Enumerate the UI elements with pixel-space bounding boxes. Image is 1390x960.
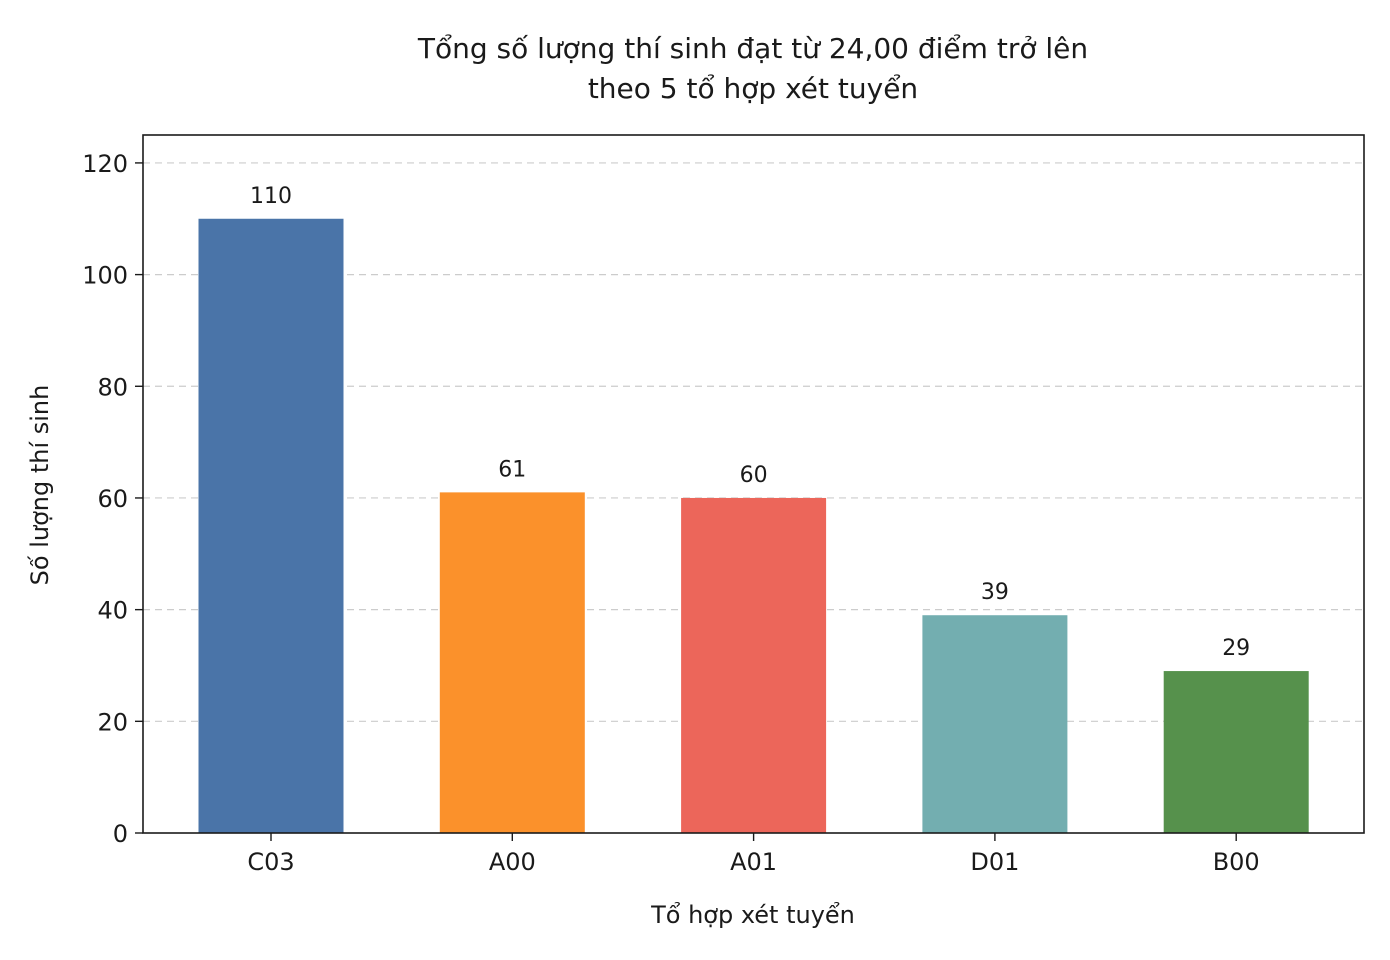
y-tick-label: 20: [97, 708, 128, 736]
data-label-a01: 60: [740, 463, 768, 488]
data-label-a00: 61: [498, 457, 526, 482]
y-axis-label: Số lượng thí sinh: [26, 385, 54, 586]
y-axis: 0 20 40 60 80 100 120: [82, 150, 143, 848]
data-label-b00: 29: [1222, 636, 1250, 661]
chart-title-line-1: Tổng số lượng thí sinh đạt từ 24,00 điểm…: [417, 32, 1088, 65]
y-tick-label: 100: [82, 262, 128, 290]
bars: 110 61 60 39 29: [198, 184, 1309, 833]
y-tick-label: 40: [97, 597, 128, 625]
x-tick-label-d01: D01: [970, 848, 1019, 876]
x-tick-label-a00: A00: [489, 848, 536, 876]
x-tick-label-b00: B00: [1213, 848, 1260, 876]
data-label-d01: 39: [981, 580, 1009, 605]
data-label-c03: 110: [250, 184, 292, 209]
bar-d01: [922, 615, 1068, 833]
x-tick-label-a01: A01: [730, 848, 777, 876]
y-tick-label: 60: [97, 485, 128, 513]
chart-title-line-2: theo 5 tổ hợp xét tuyển: [588, 72, 918, 105]
y-tick-label: 120: [82, 150, 128, 178]
x-tick-label-c03: C03: [247, 848, 294, 876]
bar-b00: [1163, 671, 1309, 833]
chart-title: Tổng số lượng thí sinh đạt từ 24,00 điểm…: [417, 32, 1088, 105]
y-tick-label: 0: [113, 820, 128, 848]
y-tick-label: 80: [97, 373, 128, 401]
x-axis-label: Tổ hợp xét tuyển: [650, 901, 855, 929]
bar-a01: [681, 497, 827, 833]
bar-c03: [198, 218, 344, 833]
x-axis: C03 A00 A01 D01 B00: [247, 833, 1260, 876]
bar-a00: [439, 492, 585, 833]
